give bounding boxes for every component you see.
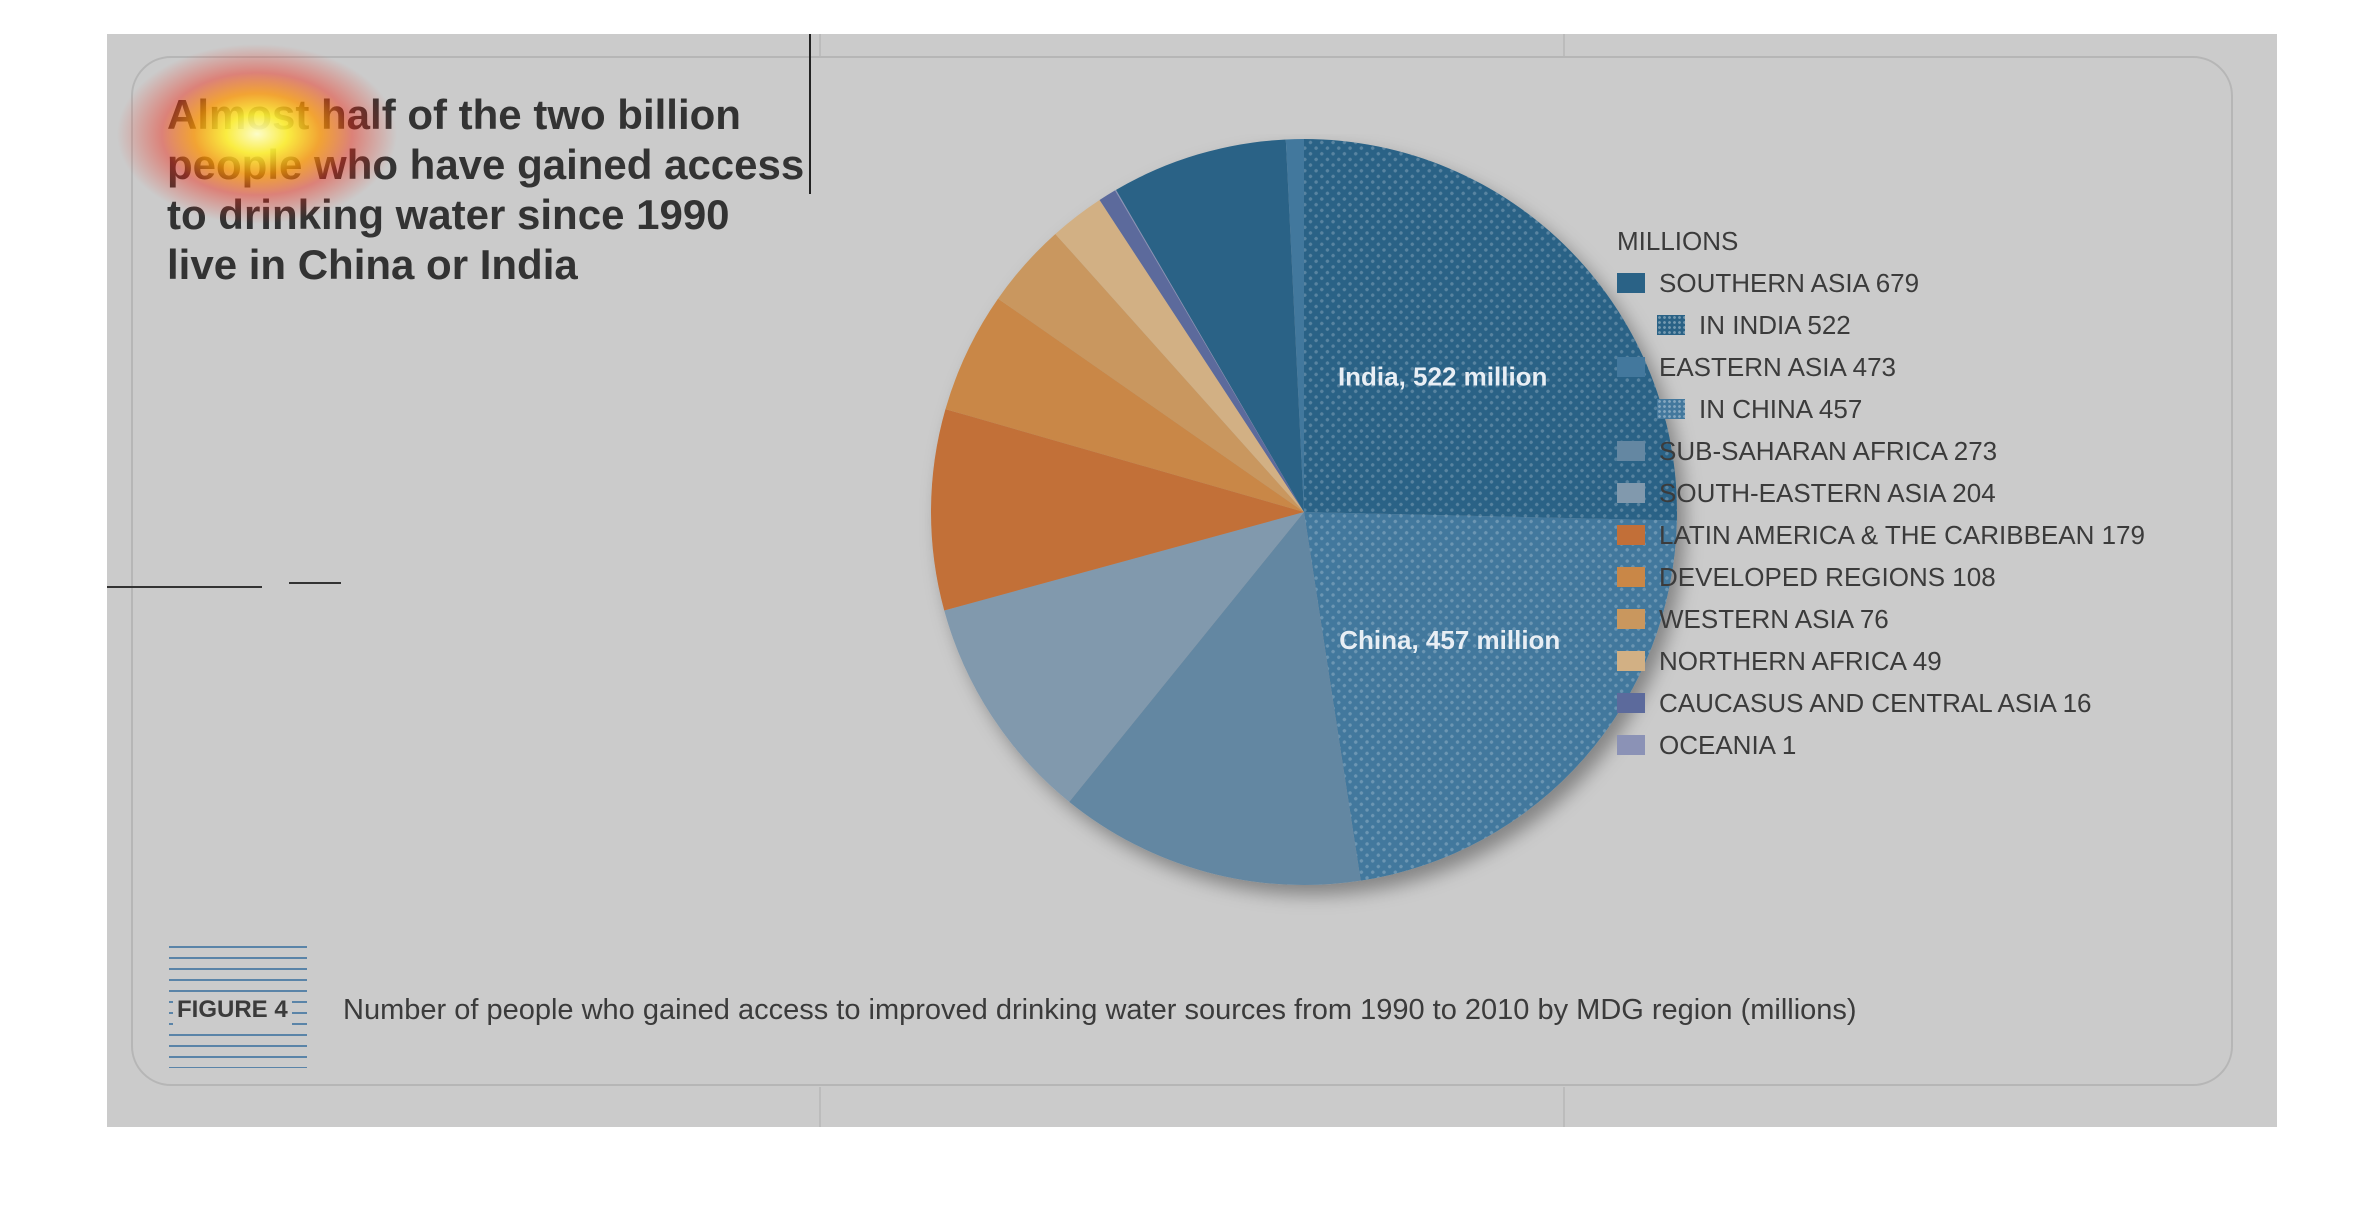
pie-slice-latin-america-the-caribbean	[931, 409, 1304, 611]
legend-swatch	[1617, 273, 1645, 293]
figure-panel: Almost half of the two billion people wh…	[107, 34, 2277, 1127]
text-cursor-line	[809, 34, 811, 194]
pie-slice-southern-asia-excluding-india	[1116, 139, 1304, 512]
legend-swatch	[1617, 441, 1645, 461]
legend-label: CAUCASUS AND CENTRAL ASIA 16	[1659, 687, 2092, 718]
legend-label: EASTERN ASIA 473	[1659, 351, 1897, 382]
legend-item: EASTERN ASIA 473	[1617, 346, 2145, 388]
legend-item: CAUCASUS AND CENTRAL ASIA 16	[1617, 682, 2145, 724]
legend-label: IN INDIA 522	[1699, 309, 1851, 340]
pie-slice-sub-saharan-africa	[1069, 512, 1361, 885]
legend-label: DEVELOPED REGIONS 108	[1659, 561, 1996, 592]
legend-label: IN CHINA 457	[1699, 393, 1863, 424]
column-divider-bottom-left	[819, 1087, 821, 1127]
legend-label: SUB-SAHARAN AFRICA 273	[1659, 435, 1998, 466]
legend-label: WESTERN ASIA 76	[1659, 603, 1889, 634]
legend-swatch	[1617, 735, 1645, 755]
legend-swatch	[1617, 483, 1645, 503]
legend-item: SOUTHERN ASIA 679	[1617, 262, 2145, 304]
legend-item: WESTERN ASIA 76	[1617, 598, 2145, 640]
pie-slice-south-eastern-asia	[944, 512, 1304, 802]
legend: MILLIONS SOUTHERN ASIA 679 IN INDIA 522 EA…	[1617, 220, 2145, 766]
pie-slice-labels: India, 522 million China, 457 million	[1338, 361, 1560, 655]
headline-line: people who have gained access	[167, 141, 805, 188]
pie-slice-developed-regions	[945, 298, 1304, 512]
legend-label: NORTHERN AFRICA 49	[1659, 645, 1942, 676]
legend-items: SOUTHERN ASIA 679 IN INDIA 522 EASTERN ASI…	[1617, 262, 2145, 766]
legend-swatch	[1657, 315, 1685, 335]
divider-line	[289, 582, 341, 584]
legend-swatch	[1617, 651, 1645, 671]
legend-swatch	[1617, 567, 1645, 587]
pie-slice-pattern-india	[1304, 139, 1677, 521]
headline-line: Almost half of the two billion	[167, 91, 741, 138]
legend-title: MILLIONS	[1617, 226, 1739, 256]
pie-slice-label-china: China, 457 million	[1339, 625, 1560, 655]
legend-label: LATIN AMERICA & THE CARIBBEAN 179	[1659, 519, 2145, 550]
legend-item: SUB-SAHARAN AFRICA 273	[1617, 430, 2145, 472]
legend-swatch	[1617, 357, 1645, 377]
pie-slice-western-asia	[998, 233, 1304, 512]
legend-item: LATIN AMERICA & THE CARIBBEAN 179	[1617, 514, 2145, 556]
legend-label: OCEANIA 1	[1659, 729, 1797, 760]
headline-line: to drinking water since 1990	[167, 191, 730, 238]
figure-caption: Number of people who gained access to im…	[343, 994, 1857, 1026]
pie-slice-caucasus-and-central-asia	[1099, 190, 1304, 512]
pie-slice-eastern-asia-excluding-china	[1285, 138, 1304, 512]
legend-swatch	[1617, 609, 1645, 629]
legend-item: OCEANIA 1	[1617, 724, 2145, 766]
legend-swatch	[1617, 525, 1645, 545]
figure-label: FIGURE 4	[173, 994, 292, 1026]
pie-slice-label-india: India, 522 million	[1338, 361, 1548, 391]
pie-slice-oceania	[1115, 189, 1304, 512]
legend-label: SOUTH-EASTERN ASIA 204	[1659, 477, 1996, 508]
legend-swatch	[1657, 399, 1685, 419]
pie-slice-pattern-china	[1304, 512, 1677, 881]
pie-chart: India, 522 million China, 457 million	[931, 138, 1677, 885]
legend-item: IN CHINA 457	[1617, 388, 2145, 430]
figure-frame	[131, 56, 2233, 1086]
divider-line	[107, 586, 262, 588]
column-divider-bottom-right	[1563, 1087, 1565, 1127]
pie-slice-patterns	[1304, 139, 1677, 881]
headline-line: live in China or India	[167, 241, 578, 288]
legend-label: SOUTHERN ASIA 679	[1659, 267, 1920, 298]
column-divider-top-right	[1563, 34, 1565, 56]
pie-slice-northern-africa	[1055, 200, 1304, 512]
headline: Almost half of the two billion people wh…	[167, 90, 887, 290]
legend-item: SOUTH-EASTERN ASIA 204	[1617, 472, 2145, 514]
legend-item: NORTHERN AFRICA 49	[1617, 640, 2145, 682]
legend-swatch	[1617, 693, 1645, 713]
column-divider-top-left	[819, 34, 821, 56]
legend-item: IN INDIA 522	[1617, 304, 2145, 346]
legend-item: DEVELOPED REGIONS 108	[1617, 556, 2145, 598]
